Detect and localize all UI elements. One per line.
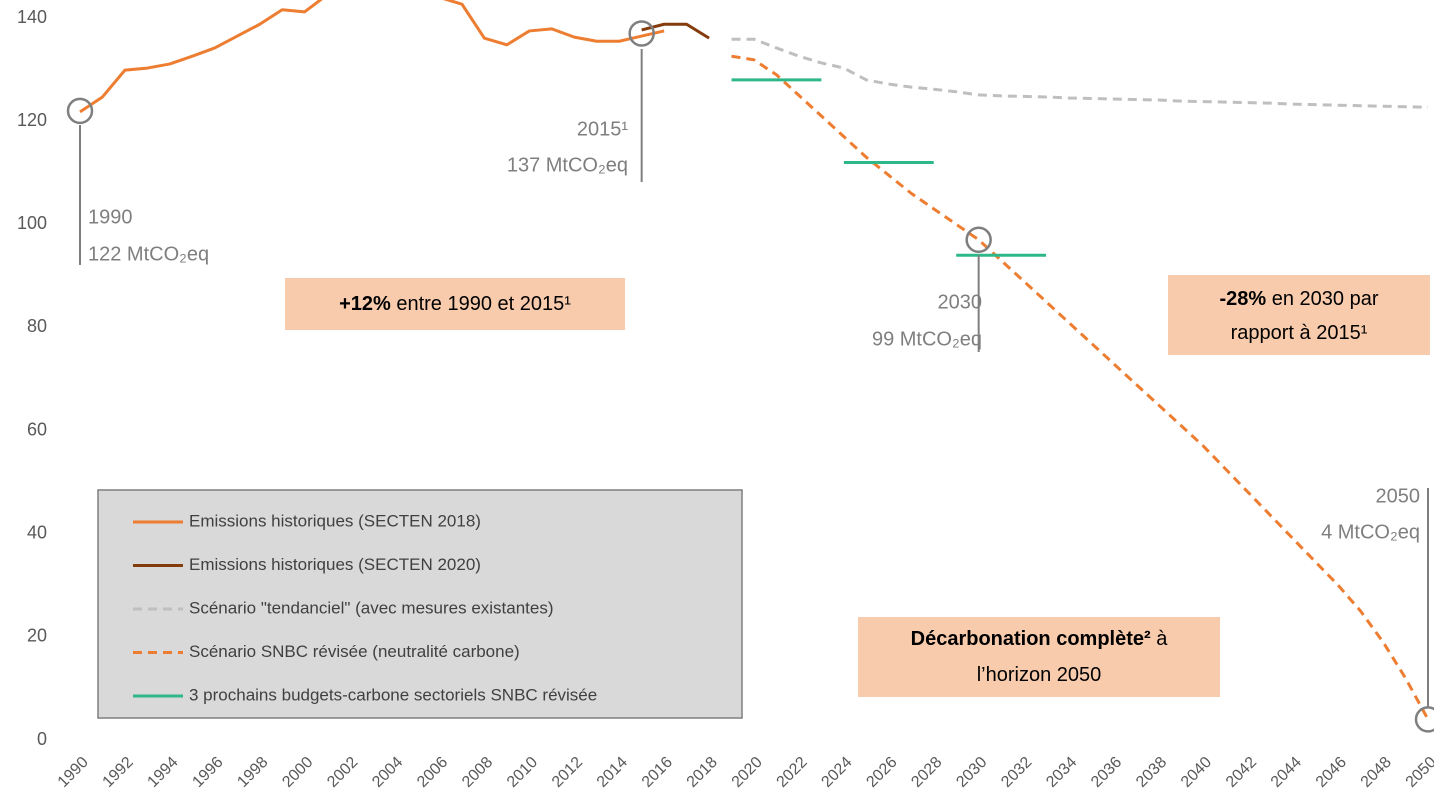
annotation-circle	[628, 20, 655, 47]
plot-area	[79, 0, 1430, 721]
series-line	[79, 0, 665, 114]
x-tick-label: 2028	[908, 754, 945, 791]
x-tick-label: 2026	[863, 754, 900, 791]
x-tick-label: 1998	[234, 754, 271, 791]
x-tick-label: 2014	[594, 754, 631, 791]
y-tick-label: 80	[27, 316, 47, 336]
callout-part: l’horizon 2050	[977, 664, 1102, 686]
callout-part: Décarbonation complète²	[911, 628, 1151, 650]
x-tick-label: 2040	[1178, 754, 1215, 791]
legend-label: Scénario "tendanciel" (avec mesures exis…	[189, 598, 554, 617]
annotation-label: 2050	[1376, 485, 1421, 507]
callout-part: -28%	[1219, 288, 1266, 310]
legend-label: 3 prochains budgets-carbone sectoriels S…	[189, 685, 597, 704]
x-tick-label: 2018	[684, 754, 721, 791]
callout-text: rapport à 2015¹	[1231, 322, 1368, 344]
y-tick-label: 120	[17, 110, 47, 130]
annotation-circle	[1414, 706, 1434, 733]
x-tick-label: 1996	[189, 754, 226, 791]
legend-label: Emissions historiques (SECTEN 2020)	[189, 555, 481, 574]
annotation-label: 99 MtCO₂eq	[872, 328, 982, 350]
x-tick-label: 1994	[144, 754, 181, 791]
y-tick-label: 100	[17, 213, 47, 233]
y-tick-label: 20	[27, 626, 47, 646]
x-tick-label: 2024	[818, 754, 855, 791]
annotation-label: 2030	[938, 291, 983, 313]
callout-part: à	[1151, 628, 1169, 650]
x-tick-label: 2020	[729, 754, 766, 791]
callout-text: +12% entre 1990 et 2015¹	[339, 293, 571, 315]
x-tick-label: 2048	[1358, 754, 1395, 791]
x-tick-label: 2022	[774, 754, 811, 791]
x-tick-label: 2012	[549, 754, 586, 791]
x-tick-label: 2004	[369, 754, 406, 791]
callout-box	[285, 278, 625, 330]
x-tick-label: 2030	[953, 754, 990, 791]
x-tick-label: 2000	[279, 754, 316, 791]
x-tick-label: 2034	[1043, 754, 1080, 791]
x-tick-label: 2010	[504, 754, 541, 791]
x-tick-label: 2044	[1268, 754, 1305, 791]
x-tick-label: 2006	[414, 754, 451, 791]
x-tick-label: 2036	[1088, 754, 1125, 791]
callout-part: +12%	[339, 293, 391, 315]
annotation-circle	[66, 97, 94, 125]
y-tick-label: 140	[17, 7, 47, 27]
annotation-label: 4 MtCO₂eq	[1321, 521, 1420, 543]
callout-part: entre 1990 et 2015¹	[391, 293, 571, 315]
x-tick-label: 2046	[1313, 754, 1350, 791]
callout-box	[858, 617, 1220, 697]
annotation-label: 137 MtCO₂eq	[507, 154, 628, 176]
x-tick-label: 2016	[639, 754, 676, 791]
y-tick-label: 0	[37, 729, 47, 749]
legend-label: Scénario SNBC révisée (neutralité carbon…	[189, 642, 520, 661]
annotation-circle	[965, 226, 992, 254]
x-tick-label: 2008	[459, 754, 496, 791]
x-tick-label: 2032	[998, 754, 1035, 791]
callout-part: en 2030 par	[1266, 288, 1379, 310]
callout-text: -28% en 2030 par	[1219, 288, 1378, 310]
annotation-label: 1990	[88, 206, 133, 228]
legend-box	[97, 489, 743, 719]
y-tick-label: 40	[27, 522, 47, 542]
x-tick-label: 1992	[100, 754, 137, 791]
x-tick-label: 2038	[1133, 754, 1170, 791]
x-tick-label: 2050	[1403, 754, 1434, 791]
annotation-label: 2015¹	[577, 118, 628, 140]
x-tick-label: 1990	[55, 754, 92, 791]
y-tick-label: 60	[27, 419, 47, 439]
x-tick-label: 2042	[1223, 754, 1260, 791]
legend-label: Emissions historiques (SECTEN 2018)	[189, 511, 481, 530]
callout-text: Décarbonation complète² à	[911, 628, 1169, 650]
series-line	[731, 54, 1430, 721]
callout-box	[1168, 275, 1430, 355]
x-tick-label: 2002	[324, 754, 361, 791]
callout-text: l’horizon 2050	[977, 664, 1102, 686]
callout-part: rapport à 2015¹	[1231, 322, 1368, 344]
annotation-label: 122 MtCO₂eq	[88, 243, 209, 265]
series-line	[731, 37, 1429, 109]
